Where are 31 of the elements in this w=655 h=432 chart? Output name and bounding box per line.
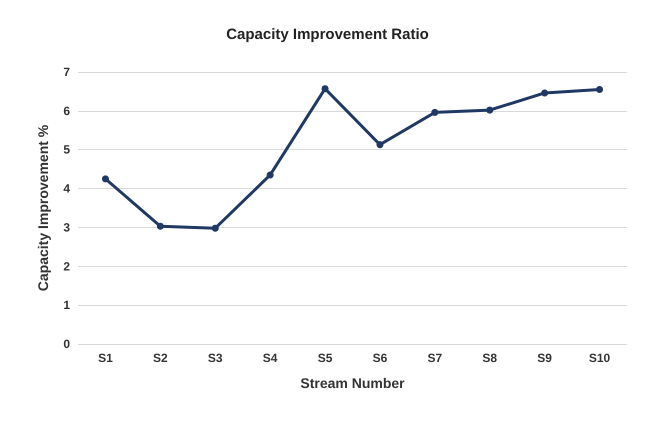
- y-tick-label: 0: [63, 337, 70, 351]
- x-axis-title: Stream Number: [300, 375, 406, 391]
- point: [431, 108, 438, 116]
- x-tick-label: S5: [318, 351, 333, 365]
- y-tick-label: 6: [63, 104, 70, 118]
- x-tick-label: S2: [153, 351, 168, 365]
- y-tick-label: 5: [63, 142, 70, 157]
- x-tick-label: S4: [262, 351, 278, 365]
- point: [541, 89, 548, 96]
- point: [102, 175, 109, 182]
- y-tick-label: 7: [63, 65, 70, 79]
- point: [486, 106, 494, 114]
- point: [212, 224, 219, 232]
- x-tick-label: S8: [482, 351, 498, 365]
- point: [266, 171, 274, 178]
- y-tick-label: 1: [63, 298, 70, 312]
- x-tick-label: S3: [208, 351, 223, 365]
- chart-title: Capacity Improvement Ratio: [226, 26, 429, 43]
- point: [596, 86, 604, 93]
- x-tick-label: S9: [537, 351, 552, 365]
- point: [376, 141, 384, 148]
- point: [322, 85, 329, 92]
- x-tick-label: S7: [428, 351, 443, 365]
- y-tick-label: 3: [63, 220, 70, 234]
- y-axis-title: Capacity Improvement %: [35, 124, 51, 292]
- x-tick-label: S10: [588, 351, 611, 365]
- y-tick-label: 2: [63, 259, 70, 274]
- x-tick-label: S6: [372, 351, 388, 365]
- point: [156, 222, 164, 230]
- y-tick-label: 4: [63, 182, 70, 196]
- x-tick-label: S1: [98, 351, 114, 365]
